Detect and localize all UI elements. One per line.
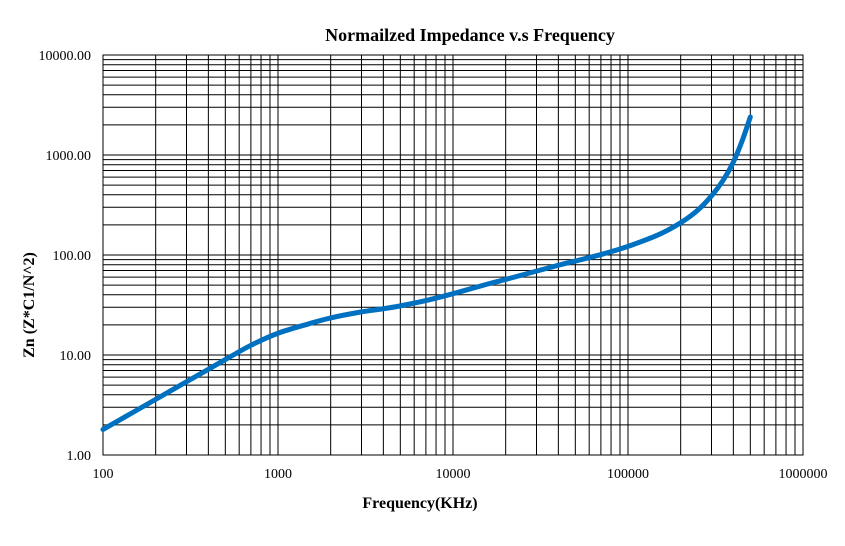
grid-lines [102,55,803,456]
x-tick-label: 1000 [264,467,292,482]
x-tick-label: 100000 [607,467,649,482]
y-tick-label: 1000.00 [46,149,92,164]
series-line-impedance [100,114,753,432]
y-tick-label: 100.00 [53,249,92,264]
plot-frame [102,54,804,456]
x-tick-label: 1000000 [779,467,828,482]
y-tick-label: 10.00 [60,349,92,364]
x-tick-label: 10000 [436,467,471,482]
x-axis-label: Frequency(KHz) [362,495,477,512]
y-tick-labels: 1.00 10.00 100.00 1000.00 10000.00 [39,49,92,464]
y-tick-label: 10000.00 [39,49,92,64]
y-tick-label: 1.00 [67,449,92,464]
x-tick-label: 100 [93,467,114,482]
y-axis-label: Zn (Z*C1/N^2) [21,252,38,358]
chart-title: Normailzed Impedance v.s Frequency [325,25,615,45]
x-tick-labels: 100 1000 10000 100000 1000000 [93,467,828,482]
